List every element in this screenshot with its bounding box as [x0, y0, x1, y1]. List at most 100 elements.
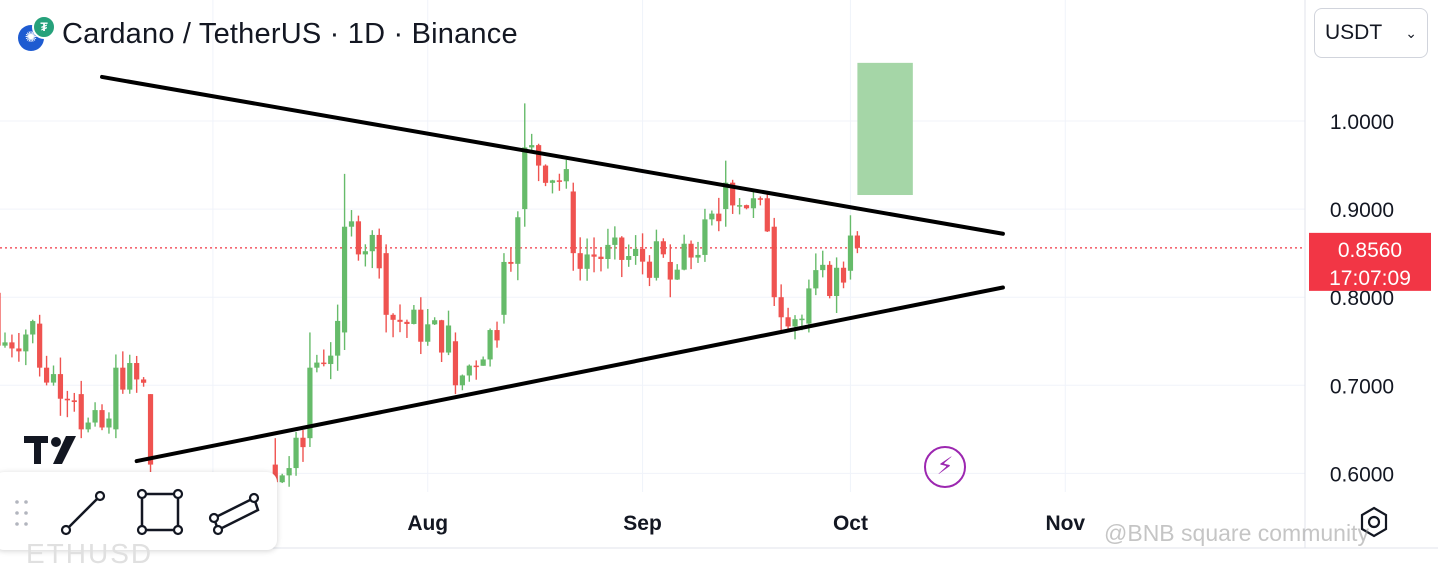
candle-body — [743, 205, 750, 209]
candle-body — [813, 270, 819, 289]
candle-body — [570, 191, 576, 254]
candle-body — [50, 374, 57, 383]
candle-body — [847, 235, 854, 271]
candle-body — [141, 379, 147, 383]
candle-body — [369, 234, 375, 252]
drawing-toolbar — [0, 472, 277, 550]
candle-body — [619, 237, 625, 260]
y-tick-label: 0.7000 — [1330, 375, 1394, 398]
candle-body — [688, 243, 694, 258]
y-tick-label: 0.9000 — [1330, 199, 1394, 222]
candle-body — [840, 267, 847, 283]
candle-body — [736, 205, 743, 207]
candle-body — [404, 321, 410, 324]
candle-body — [536, 145, 542, 166]
candle-body — [113, 367, 119, 430]
cardano-tether-icon: ✺ ₮ — [18, 15, 56, 53]
candle-body — [362, 251, 368, 255]
candle-body — [2, 342, 8, 346]
candle-body — [563, 169, 569, 182]
candle-body — [508, 261, 514, 264]
candle-body — [64, 398, 70, 401]
candle-body — [723, 182, 729, 210]
candle-body — [321, 362, 327, 365]
candle-body — [57, 374, 64, 399]
candle-body — [71, 400, 77, 403]
candle-body — [522, 147, 528, 210]
candle-body — [348, 221, 355, 227]
candle-body — [411, 309, 417, 324]
candle-body — [716, 213, 722, 222]
y-tick-label: 1.0000 — [1330, 111, 1394, 134]
candle-body — [16, 348, 22, 352]
ghost-symbol-label: ETHUSD — [26, 538, 154, 569]
candle-body — [605, 244, 611, 260]
candle-body — [335, 320, 341, 356]
candle-body — [341, 226, 348, 333]
candle-body — [633, 248, 639, 257]
candle-body — [293, 437, 299, 469]
candle-body — [681, 243, 687, 270]
candle-body — [674, 269, 680, 280]
candle-body — [494, 330, 500, 341]
candle-body — [612, 237, 618, 245]
parallel-channel-tool-icon[interactable] — [208, 484, 264, 540]
candles — [0, 103, 860, 487]
candle-body — [383, 253, 389, 315]
current-price-label: 0.8560 — [1338, 239, 1402, 262]
candle-body — [667, 261, 673, 280]
y-tick-label: 0.6000 — [1330, 463, 1394, 486]
candle-body — [653, 241, 660, 278]
x-tick-label: Sep — [623, 512, 662, 535]
symbol-title[interactable]: Cardano / TetherUS · 1D · Binance — [62, 17, 518, 50]
candle-body — [134, 363, 140, 380]
target-box-layer — [857, 62, 913, 196]
candle-body — [0, 292, 1, 346]
currency-value: USDT — [1325, 21, 1383, 44]
candle-body — [764, 198, 770, 232]
trend-line-tool-icon[interactable] — [56, 484, 112, 540]
candle-body — [598, 256, 604, 260]
candle-body — [577, 253, 583, 269]
currency-dropdown[interactable]: USDT ⌄ — [1314, 8, 1428, 58]
candle-body — [37, 323, 43, 368]
candle-body — [286, 468, 292, 476]
lightning-icon[interactable]: ⚡︎ — [924, 446, 966, 488]
candle-body — [757, 198, 763, 200]
countdown-label: 17:07:09 — [1329, 267, 1411, 290]
axes: 1.00000.90000.80000.70000.6000JulAugSepO… — [0, 0, 1438, 549]
x-tick-label: Oct — [833, 512, 868, 535]
candle-body — [750, 198, 757, 209]
drag-handle-icon[interactable] — [12, 498, 32, 528]
candle-body — [827, 264, 833, 296]
candle-body — [549, 180, 556, 183]
candle-body — [799, 318, 805, 321]
candle-body — [127, 363, 133, 390]
candle-body — [376, 234, 382, 269]
candle-body — [397, 319, 403, 322]
x-tick-label: Nov — [1045, 512, 1085, 535]
candle-body — [771, 226, 777, 298]
gear-icon[interactable] — [1358, 506, 1390, 538]
tradingview-logo[interactable] — [22, 432, 84, 468]
candle-body — [778, 297, 784, 318]
candle-body — [300, 437, 306, 448]
chevron-down-icon: ⌄ — [1405, 24, 1417, 41]
y-tick-label: 0.8000 — [1330, 287, 1394, 310]
candle-body — [314, 362, 320, 368]
candle-body — [709, 213, 715, 220]
rectangle-tool-icon[interactable] — [132, 484, 188, 540]
candle-body — [272, 464, 278, 483]
candle-body — [660, 241, 666, 255]
candle-body — [106, 418, 112, 428]
candle-body — [820, 264, 826, 271]
candle-body — [9, 342, 15, 349]
candle-body — [23, 334, 29, 352]
candle-body — [591, 254, 597, 257]
trendlines[interactable] — [100, 74, 1005, 464]
candle-body — [438, 320, 445, 353]
chart-header: ✺ ₮ Cardano / TetherUS · 1D · Binance — [18, 14, 518, 54]
candle-body — [279, 475, 285, 483]
candle-body — [515, 217, 521, 264]
